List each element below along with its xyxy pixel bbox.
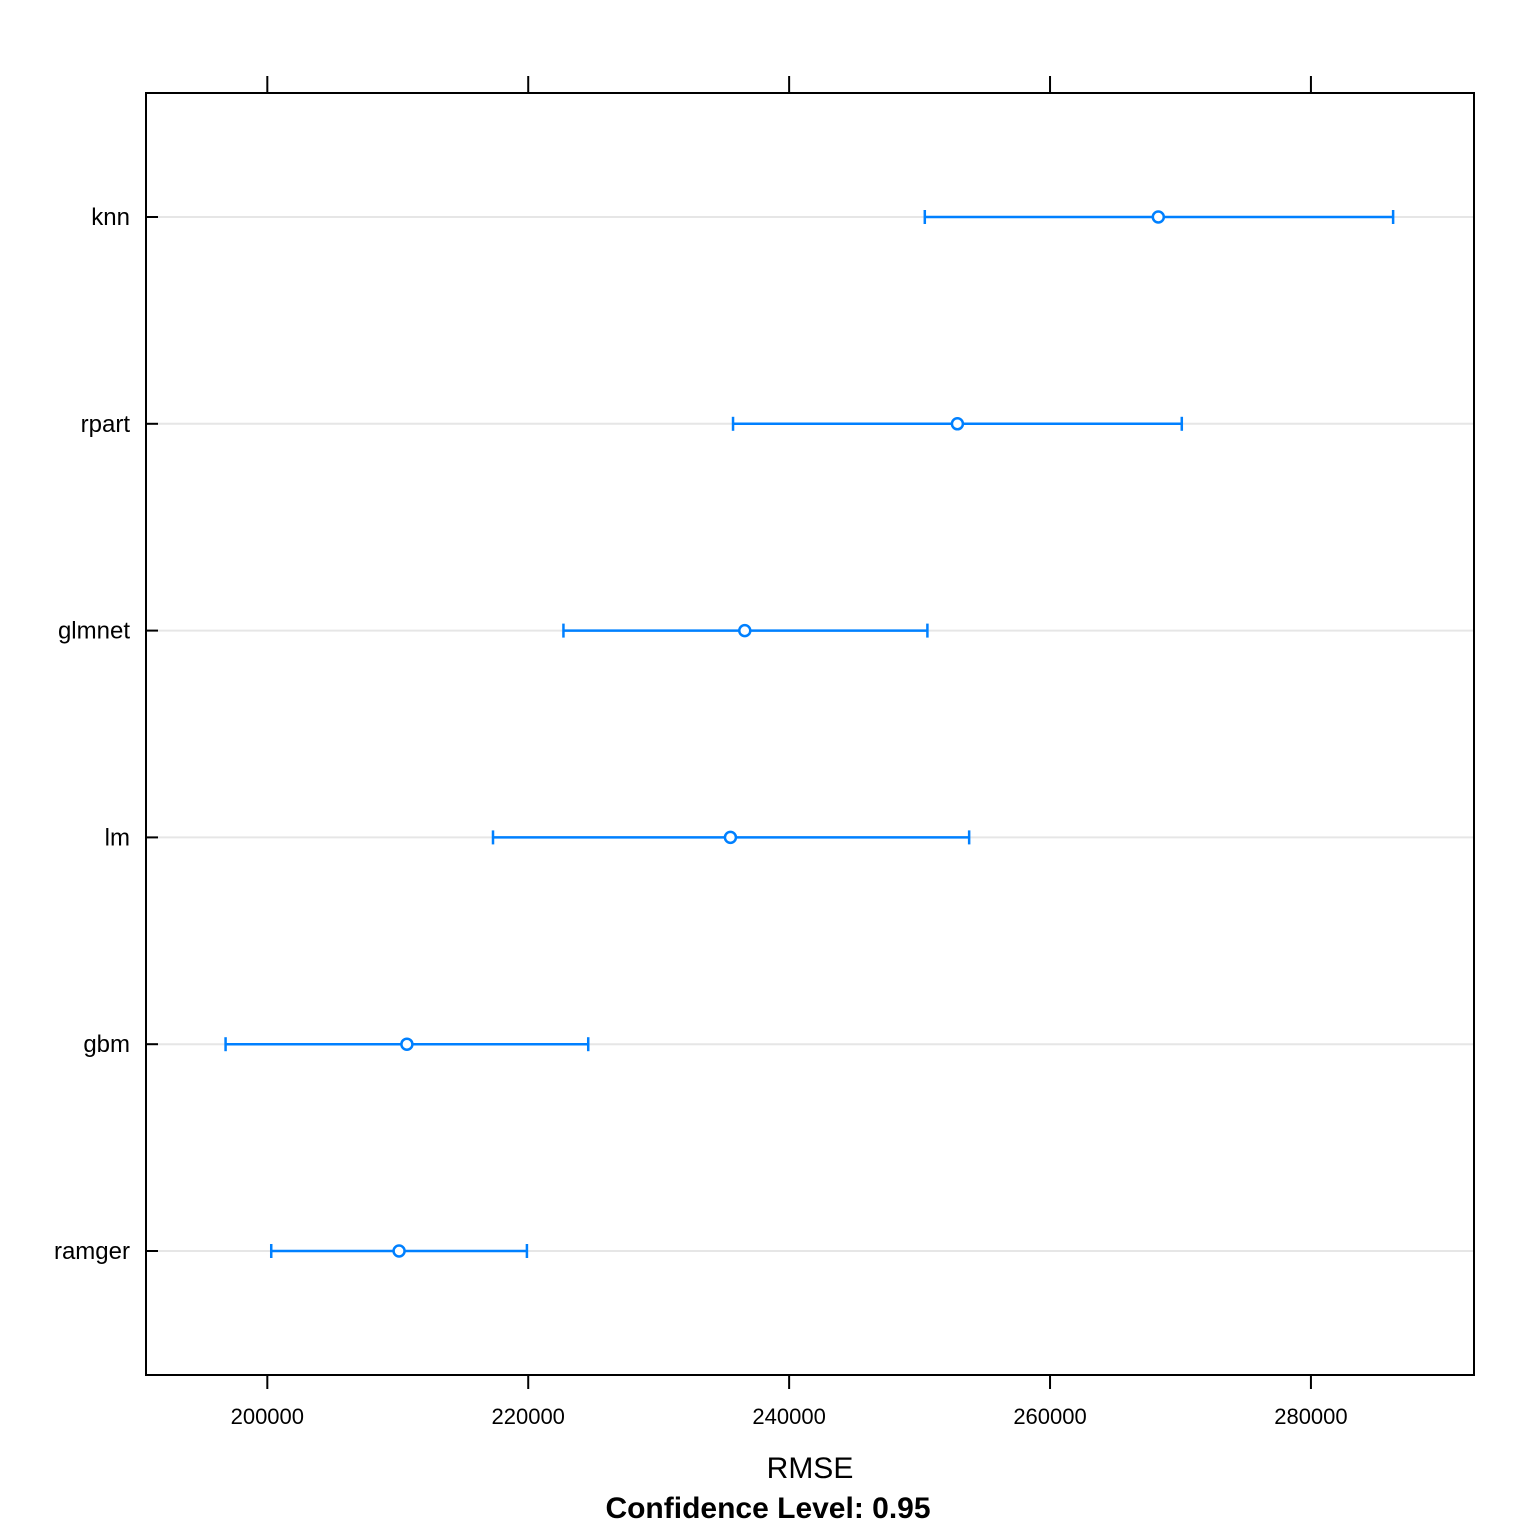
x-tick-labels: 200000 220000 240000 260000 280000 [231, 1404, 1348, 1429]
estimate-points [392, 210, 1166, 1258]
x-axis-label: RMSE [767, 1452, 854, 1485]
estimate-point-ramger [392, 1244, 406, 1258]
category-label-knn: knn [91, 204, 130, 231]
category-label-ramger: ramger [54, 1238, 130, 1265]
estimate-point-lm [723, 830, 738, 845]
category-label-lm: lm [105, 824, 130, 851]
x-tick-label-240000: 240000 [752, 1404, 825, 1429]
x-tick-label-260000: 260000 [1013, 1404, 1086, 1429]
plot-frame [145, 92, 1475, 1376]
x-tick-label-280000: 280000 [1274, 1404, 1347, 1429]
gridlines [146, 216, 1474, 1252]
category-label-rpart: rpart [81, 411, 131, 438]
x-tick-label-200000: 200000 [231, 1404, 304, 1429]
confidence-level-note: Confidence Level: 0.95 [605, 1492, 930, 1525]
category-labels: knn rpart glmnet lm gbm ramger [54, 204, 130, 1265]
estimate-point-gbm [400, 1037, 414, 1051]
axis-ticks [146, 76, 1312, 1389]
x-tick-label-220000: 220000 [492, 1404, 565, 1429]
estimate-point-rpart [950, 417, 965, 431]
estimate-point-knn [1151, 210, 1166, 224]
category-label-glmnet: glmnet [58, 618, 130, 645]
estimate-point-glmnet [738, 623, 752, 638]
category-label-gbm: gbm [83, 1031, 130, 1058]
error-bars [224, 210, 1395, 1258]
